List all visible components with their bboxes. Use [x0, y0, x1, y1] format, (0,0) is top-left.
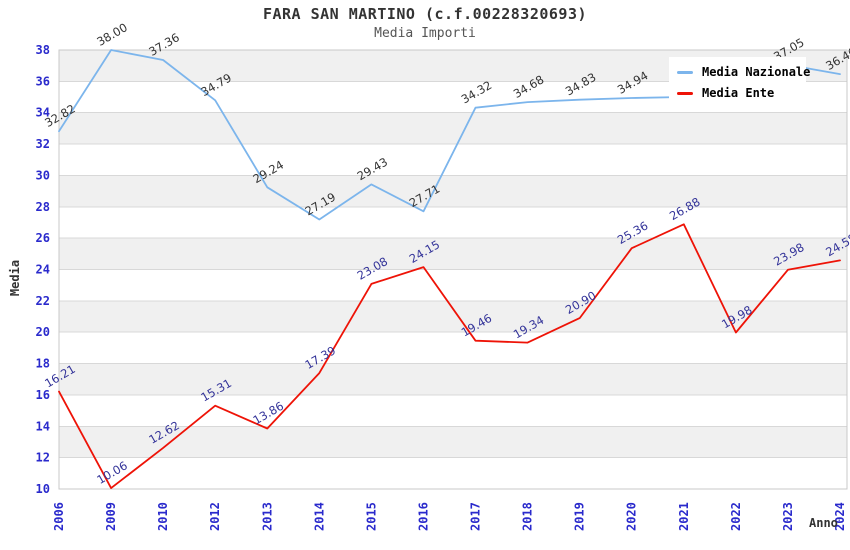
y-axis-tick-label: 38 [36, 43, 50, 57]
plot-band [59, 300, 847, 333]
x-axis-tick-label: 2023 [781, 502, 795, 531]
y-axis-tick-label: 10 [36, 482, 50, 496]
plot-border [58, 49, 848, 490]
y-axis-tick-label: 26 [36, 231, 50, 245]
legend-label-media-nazionale: Media Nazionale [702, 65, 811, 79]
x-axis-tick-label: 2024 [833, 502, 847, 531]
x-axis-tick-label: 2019 [573, 502, 587, 531]
data-label-media-nazionale: 34.32 [459, 78, 495, 107]
y-axis-tick-label: 14 [36, 419, 50, 433]
y-axis-tick-label: 18 [36, 357, 50, 371]
y-axis-tick-label: 24 [36, 263, 50, 277]
x-axis-tick-label: 2013 [260, 502, 274, 531]
plot-band [59, 112, 847, 145]
data-label-media-ente: 13.86 [251, 399, 287, 428]
data-label-media-ente: 10.06 [94, 458, 130, 487]
y-axis-tick-label: 12 [36, 451, 50, 465]
y-axis-tick-label: 34 [36, 106, 50, 120]
x-axis-tick-label: 2006 [52, 502, 66, 531]
legend-label-media-ente: Media Ente [702, 86, 775, 100]
chart-legend: Media Nazionale Media Ente [669, 57, 810, 104]
chart-subtitle: Media Importi [374, 26, 476, 41]
x-axis-tick-label: 2022 [729, 502, 743, 531]
blue-line-swatch-icon [677, 70, 693, 74]
x-axis-tick-label: 2015 [364, 502, 378, 531]
x-axis-tick-label: 2017 [469, 502, 483, 531]
y-axis-tick-label: 20 [36, 325, 50, 339]
data-label-media-nazionale: 38.00 [94, 20, 130, 49]
y-axis-tick-label: 32 [36, 137, 50, 151]
x-axis-tick-label: 2018 [521, 502, 535, 531]
x-axis-tick-label: 2009 [104, 502, 118, 531]
red-line-swatch-icon [677, 91, 693, 95]
x-axis-tick-label: 2010 [156, 502, 170, 531]
x-axis-tick-label: 2014 [312, 502, 326, 531]
legend-item-media-ente[interactable]: Media Ente [677, 85, 806, 101]
x-axis-tick-label: 2012 [208, 502, 222, 531]
y-axis-tick-label: 16 [36, 388, 50, 402]
x-axis-tick-label: 2016 [417, 502, 431, 531]
plot-band [59, 238, 847, 270]
y-axis-title: Media [8, 259, 22, 297]
x-axis-tick-label: 2021 [677, 502, 691, 531]
y-axis-tick-label: 28 [36, 200, 50, 214]
series-line-media-ente [58, 223, 841, 490]
y-axis-tick-label: 30 [36, 168, 50, 182]
x-axis-tick-label: 2020 [625, 502, 639, 531]
plot-band [59, 426, 847, 458]
plot-band [59, 363, 847, 395]
plot-band [59, 175, 847, 207]
x-axis-title: Anno [809, 516, 838, 530]
legend-item-media-nazionale[interactable]: Media Nazionale [677, 64, 810, 80]
y-axis-tick-label: 36 [36, 74, 50, 88]
chart-title: FARA SAN MARTINO (c.f.00228320693) [262, 5, 588, 23]
y-axis-tick-label: 22 [36, 294, 50, 308]
